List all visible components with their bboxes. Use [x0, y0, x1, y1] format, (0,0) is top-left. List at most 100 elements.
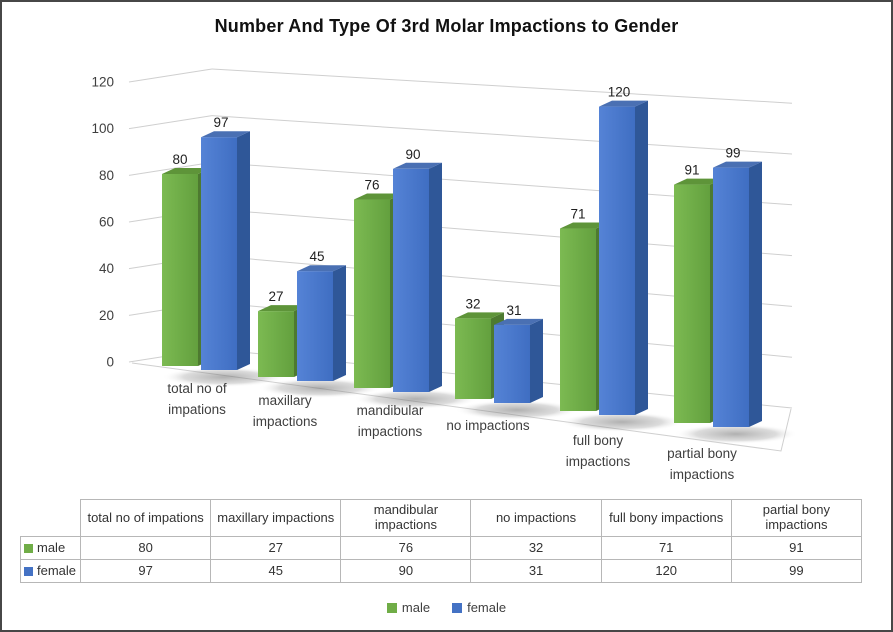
bars — [162, 100, 798, 444]
bar-shadow — [674, 424, 798, 444]
x-category-label: impactions — [253, 414, 318, 429]
y-tick-label: 0 — [106, 355, 114, 370]
bar-female-0-top — [201, 131, 250, 138]
data-label-male: 76 — [364, 178, 379, 193]
y-tick-label: 100 — [91, 121, 114, 136]
bar-female-4-top — [599, 100, 648, 107]
bar-male-4-top — [560, 222, 609, 229]
bar-male-2 — [354, 199, 390, 388]
table-cell: 27 — [210, 536, 342, 560]
data-label-female: 99 — [725, 146, 740, 161]
data-label-male: 91 — [684, 163, 699, 178]
bar-male-1 — [258, 311, 294, 377]
table-corner-cell — [20, 499, 82, 537]
legend-item-female: female — [452, 600, 506, 615]
table-column-header: mandibular impactions — [340, 499, 472, 537]
bar-female-3-side — [530, 318, 543, 403]
x-category-label: impations — [168, 402, 226, 417]
data-label-female: 31 — [506, 303, 521, 318]
legend-item-male: male — [386, 600, 431, 615]
data-label-male: 27 — [268, 289, 283, 304]
bar-shadow — [354, 389, 478, 409]
bar-female-3-top — [494, 318, 543, 325]
x-category-label: mandibular — [357, 403, 424, 418]
bar-female-2-side — [429, 162, 442, 392]
table-column-header: full bony impactions — [600, 499, 732, 537]
table-cell: 80 — [80, 536, 212, 560]
bar-female-3 — [494, 324, 530, 403]
bar-female-0 — [201, 137, 237, 370]
bar-male-2-top — [354, 193, 403, 200]
bar-male-5 — [674, 184, 710, 423]
table-column-header: no impactions — [470, 499, 602, 537]
legend-female-label: female — [467, 600, 507, 615]
bar-male-3 — [455, 318, 491, 399]
bar-female-0-side — [237, 131, 250, 370]
x-category-label: maxillary — [258, 393, 312, 408]
bar-female-5-top — [713, 161, 762, 168]
y-tick-label: 60 — [99, 215, 114, 230]
bar-male-4 — [560, 228, 596, 411]
data-label-male: 80 — [172, 152, 187, 167]
bar-male-3-top — [455, 312, 504, 319]
table-row-label: female — [19, 559, 82, 583]
bar-female-2 — [393, 168, 429, 392]
table-cell: 45 — [210, 559, 342, 583]
bar-shadow — [162, 367, 286, 387]
bar-female-5 — [713, 167, 749, 427]
legend-female-swatch-icon — [452, 602, 463, 613]
table-cell: 99 — [730, 559, 863, 583]
bar-male-1-top — [258, 305, 307, 312]
table-row-label: male — [19, 536, 82, 560]
table-cell: 76 — [340, 536, 472, 560]
bar-female-1 — [297, 271, 333, 381]
y-tick-label: 120 — [91, 75, 114, 90]
bar-female-4-side — [635, 100, 648, 415]
bar-male-0-top — [162, 168, 211, 174]
bar-female-1-top — [297, 265, 346, 272]
legend: male female — [2, 600, 891, 615]
bar-shadow — [560, 412, 684, 432]
bar-female-2-top — [393, 162, 442, 169]
series-swatch-icon — [24, 566, 33, 576]
bar-shadow — [455, 400, 579, 420]
x-category-label: impactions — [566, 454, 631, 469]
data-label-female: 90 — [405, 147, 420, 162]
table-cell: 97 — [80, 559, 212, 583]
axis-labels: 0 20 40 60 80 100 120 80 97 27 45 76 90 32 31 71 120 91 99… — [91, 75, 740, 483]
legend-male-swatch-icon — [386, 602, 397, 613]
table-column-header: partial bony impactions — [730, 499, 863, 537]
x-category-label: no impactions — [446, 418, 530, 433]
x-category-label: partial bony — [667, 446, 737, 461]
legend-male-label: male — [401, 600, 431, 615]
x-category-label: full bony — [573, 433, 624, 448]
table-cell: 120 — [600, 559, 732, 583]
series-swatch-icon — [24, 543, 33, 553]
data-label-male: 32 — [465, 296, 480, 311]
table-column-header: maxillary impactions — [210, 499, 342, 537]
x-category-label: impactions — [670, 467, 735, 482]
bar-female-1-side — [333, 265, 346, 381]
bar-female-4 — [599, 106, 635, 415]
chart-title: Number And Type Of 3rd Molar Impactions … — [214, 16, 679, 36]
y-tick-label: 20 — [99, 308, 114, 323]
table-column-header: total no of impations — [80, 499, 212, 537]
data-label-female: 120 — [608, 85, 631, 100]
table-cell: 71 — [600, 536, 732, 560]
x-category-label: total no of — [167, 381, 227, 396]
table-cell: 32 — [470, 536, 602, 560]
table-cell: 31 — [470, 559, 602, 583]
data-label-male: 71 — [570, 207, 585, 222]
y-tick-label: 80 — [99, 168, 114, 183]
y-tick-label: 40 — [99, 261, 114, 276]
bar-shadow — [258, 378, 382, 398]
table-cell: 91 — [730, 536, 863, 560]
data-label-female: 45 — [309, 249, 324, 264]
bar-male-0 — [162, 174, 198, 366]
data-table: total no of impations maxillary impaction… — [19, 499, 863, 583]
bar-female-5-side — [749, 161, 762, 427]
x-category-label: impactions — [358, 424, 423, 439]
bar-male-5-top — [674, 178, 723, 185]
